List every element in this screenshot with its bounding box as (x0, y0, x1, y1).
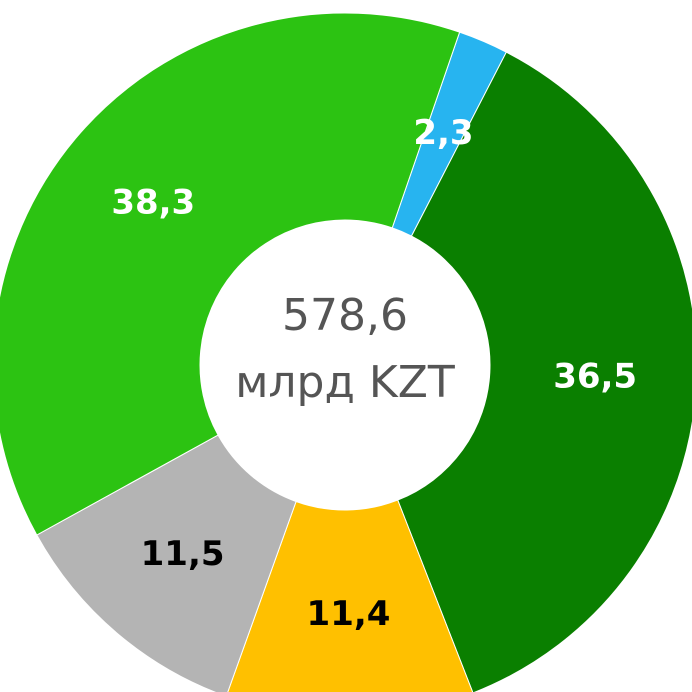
slice-label: 11,5 (141, 534, 225, 574)
center-value: 578,6 (282, 290, 408, 341)
slice-label: 38,3 (111, 182, 195, 222)
donut-slice (397, 51, 692, 692)
slice-label: 11,4 (307, 594, 391, 634)
donut-slice (227, 499, 474, 692)
center-unit: млрд KZT (235, 357, 455, 408)
donut-slice (0, 12, 461, 536)
slice-label: 36,5 (553, 357, 637, 397)
slice-label: 2,3 (413, 113, 473, 153)
